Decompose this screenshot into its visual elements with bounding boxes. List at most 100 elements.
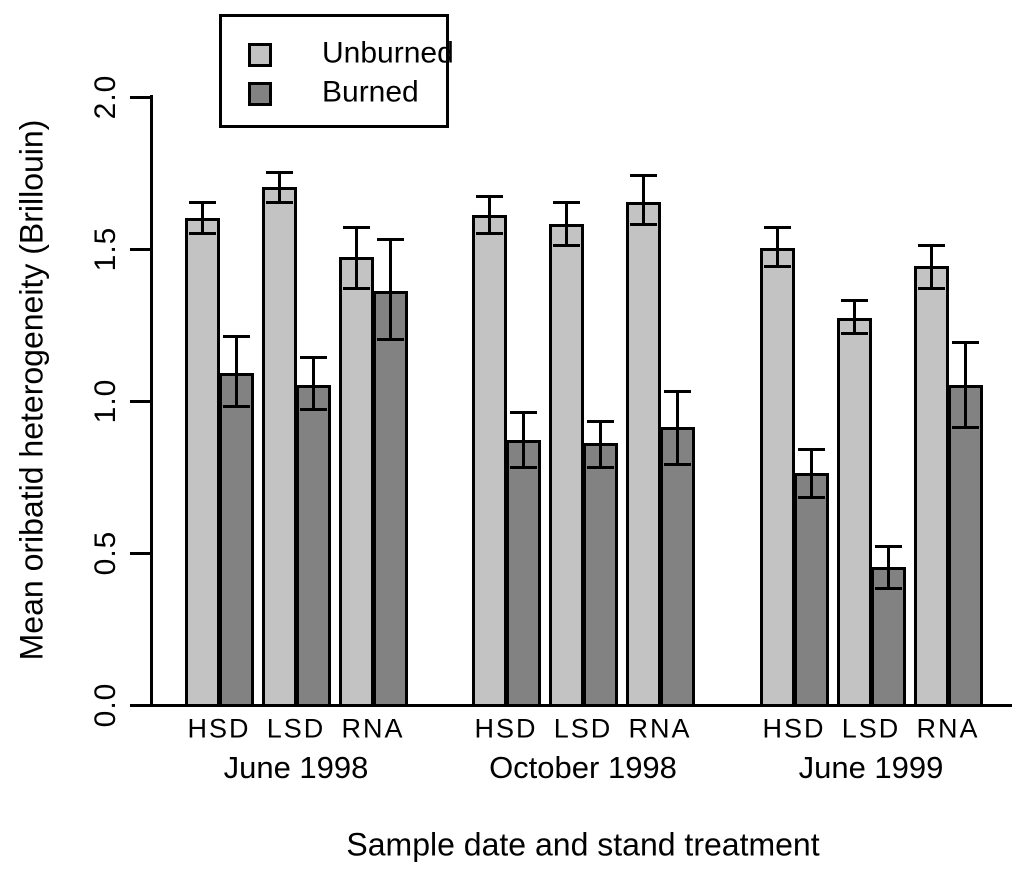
y-axis-tick xyxy=(130,704,150,707)
errorbar-cap-top-october-1998-rna-unburned xyxy=(630,174,657,178)
y-tick-label: 2.0 xyxy=(89,74,122,120)
errorbar-cap-top-june-1998-lsd-unburned xyxy=(266,171,293,174)
errorbar-cap-bottom-june-1999-lsd-unburned xyxy=(841,332,868,336)
errorbar-june-1998-lsd-burned xyxy=(312,357,315,410)
errorbar-cap-bottom-june-1998-rna-burned xyxy=(377,338,404,342)
y-axis-line xyxy=(150,95,153,707)
errorbar-june-1998-rna-burned xyxy=(389,238,392,340)
errorbar-cap-bottom-june-1999-hsd-unburned xyxy=(764,265,791,269)
bar-june-1998-rna-burned xyxy=(373,290,408,707)
errorbar-cap-bottom-october-1998-lsd-unburned xyxy=(553,243,580,247)
group-label-october-1998: October 1998 xyxy=(489,750,677,785)
errorbar-cap-top-june-1999-lsd-burned xyxy=(875,544,902,548)
bar-june-1999-lsd-unburned xyxy=(837,317,872,707)
legend-swatch-burned xyxy=(248,82,272,106)
bar-june-1999-hsd-burned xyxy=(794,472,829,707)
errorbar-cap-bottom-october-1998-lsd-burned xyxy=(587,465,614,469)
errorbar-cap-bottom-june-1998-hsd-burned xyxy=(223,405,250,409)
bar-june-1998-hsd-burned xyxy=(219,372,254,707)
errorbar-cap-top-june-1998-hsd-unburned xyxy=(189,201,216,205)
errorbar-october-1998-rna-unburned xyxy=(642,175,645,224)
errorbar-cap-top-october-1998-hsd-unburned xyxy=(476,195,503,199)
errorbar-cap-bottom-june-1999-lsd-burned xyxy=(875,587,902,591)
bar-october-1998-rna-burned xyxy=(660,427,695,707)
errorbar-cap-bottom-june-1999-rna-unburned xyxy=(918,286,945,290)
errorbar-october-1998-lsd-unburned xyxy=(565,202,568,245)
errorbar-cap-top-june-1999-rna-unburned xyxy=(918,243,945,247)
errorbar-cap-top-october-1998-hsd-burned xyxy=(510,411,537,415)
y-tick-label: 1.0 xyxy=(89,378,122,424)
y-axis-tick xyxy=(130,400,150,403)
errorbar-cap-top-october-1998-lsd-unburned xyxy=(553,201,580,205)
bar-june-1998-rna-unburned xyxy=(339,257,374,707)
errorbar-cap-top-june-1999-rna-burned xyxy=(952,341,979,345)
errorbar-cap-bottom-october-1998-rna-unburned xyxy=(630,222,657,226)
bar-june-1999-rna-unburned xyxy=(914,266,949,707)
errorbar-cap-bottom-june-1999-hsd-burned xyxy=(798,496,825,500)
errorbar-cap-bottom-october-1998-rna-burned xyxy=(664,462,691,466)
errorbar-june-1999-hsd-unburned xyxy=(776,226,779,267)
x-tick-label-hsd-0: HSD xyxy=(187,713,251,744)
errorbar-october-1998-hsd-burned xyxy=(522,412,525,467)
y-tick-label: 0.5 xyxy=(89,530,122,576)
legend-item-unburned: Unburned xyxy=(248,37,454,70)
y-tick-label: 1.5 xyxy=(89,226,122,272)
group-label-june-1998: June 1998 xyxy=(223,750,369,785)
errorbar-cap-top-june-1998-rna-unburned xyxy=(343,225,370,229)
errorbar-cap-top-june-1999-hsd-burned xyxy=(798,447,825,451)
x-tick-label-hsd-1: HSD xyxy=(474,713,538,744)
y-axis-title: Mean oribatid heterogeneity (Brillouin) xyxy=(13,119,50,661)
x-tick-label-hsd-2: HSD xyxy=(762,713,826,744)
errorbar-cap-top-october-1998-lsd-burned xyxy=(587,420,614,424)
errorbar-june-1999-rna-unburned xyxy=(930,244,933,288)
group-label-june-1999: June 1999 xyxy=(798,750,944,785)
y-axis-tick xyxy=(130,96,150,99)
bar-june-1998-hsd-unburned xyxy=(185,217,220,707)
bar-october-1998-lsd-burned xyxy=(583,442,618,707)
errorbar-cap-top-october-1998-rna-burned xyxy=(664,389,691,393)
bar-october-1998-hsd-burned xyxy=(506,439,541,707)
errorbar-cap-top-june-1999-hsd-unburned xyxy=(764,225,791,229)
errorbar-cap-bottom-june-1998-hsd-unburned xyxy=(189,231,216,235)
errorbar-june-1999-lsd-unburned xyxy=(853,299,856,334)
x-tick-label-rna-1: RNA xyxy=(628,713,692,744)
bar-june-1998-lsd-unburned xyxy=(262,187,297,707)
errorbar-june-1998-hsd-burned xyxy=(235,336,238,407)
bar-october-1998-lsd-unburned xyxy=(549,223,584,707)
errorbar-june-1999-rna-burned xyxy=(964,342,967,428)
legend-label-unburned: Unburned xyxy=(322,36,454,70)
errorbar-cap-bottom-june-1998-rna-unburned xyxy=(343,286,370,290)
x-tick-label-lsd-1: LSD xyxy=(553,713,613,744)
x-tick-label-rna-2: RNA xyxy=(916,713,980,744)
errorbar-cap-top-june-1998-lsd-burned xyxy=(300,356,327,360)
errorbar-cap-top-june-1998-hsd-burned xyxy=(223,335,250,339)
chart-legend: Unburned Burned xyxy=(219,14,454,128)
legend-swatch-unburned xyxy=(248,43,272,67)
errorbar-june-1999-hsd-burned xyxy=(810,448,813,498)
errorbar-cap-bottom-june-1999-rna-burned xyxy=(952,426,979,430)
x-axis-title: Sample date and stand treatment xyxy=(346,826,820,863)
x-tick-label-lsd-0: LSD xyxy=(266,713,326,744)
errorbar-june-1998-lsd-unburned xyxy=(278,172,281,203)
errorbar-october-1998-hsd-unburned xyxy=(488,196,491,233)
errorbar-cap-bottom-october-1998-hsd-unburned xyxy=(476,231,503,235)
errorbar-cap-bottom-october-1998-hsd-burned xyxy=(510,465,537,469)
bar-october-1998-rna-unburned xyxy=(626,202,661,707)
y-tick-label: 0.0 xyxy=(89,682,122,728)
errorbar-cap-bottom-june-1998-lsd-unburned xyxy=(266,201,293,205)
x-tick-label-lsd-2: LSD xyxy=(841,713,901,744)
legend-item-burned: Burned xyxy=(248,76,438,109)
bar-october-1998-hsd-unburned xyxy=(472,214,507,707)
errorbar-cap-top-june-1999-lsd-unburned xyxy=(841,298,868,302)
legend-label-burned: Burned xyxy=(322,75,419,109)
errorbar-cap-bottom-june-1998-lsd-burned xyxy=(300,408,327,412)
y-axis-tick xyxy=(130,248,150,251)
y-axis-tick xyxy=(130,552,150,555)
bar-june-1999-rna-burned xyxy=(948,384,983,707)
bar-june-1998-lsd-burned xyxy=(296,384,331,707)
x-tick-label-rna-0: RNA xyxy=(341,713,405,744)
bar-june-1999-hsd-unburned xyxy=(760,248,795,707)
errorbar-june-1998-rna-unburned xyxy=(355,226,358,288)
errorbar-june-1998-hsd-unburned xyxy=(201,202,204,233)
